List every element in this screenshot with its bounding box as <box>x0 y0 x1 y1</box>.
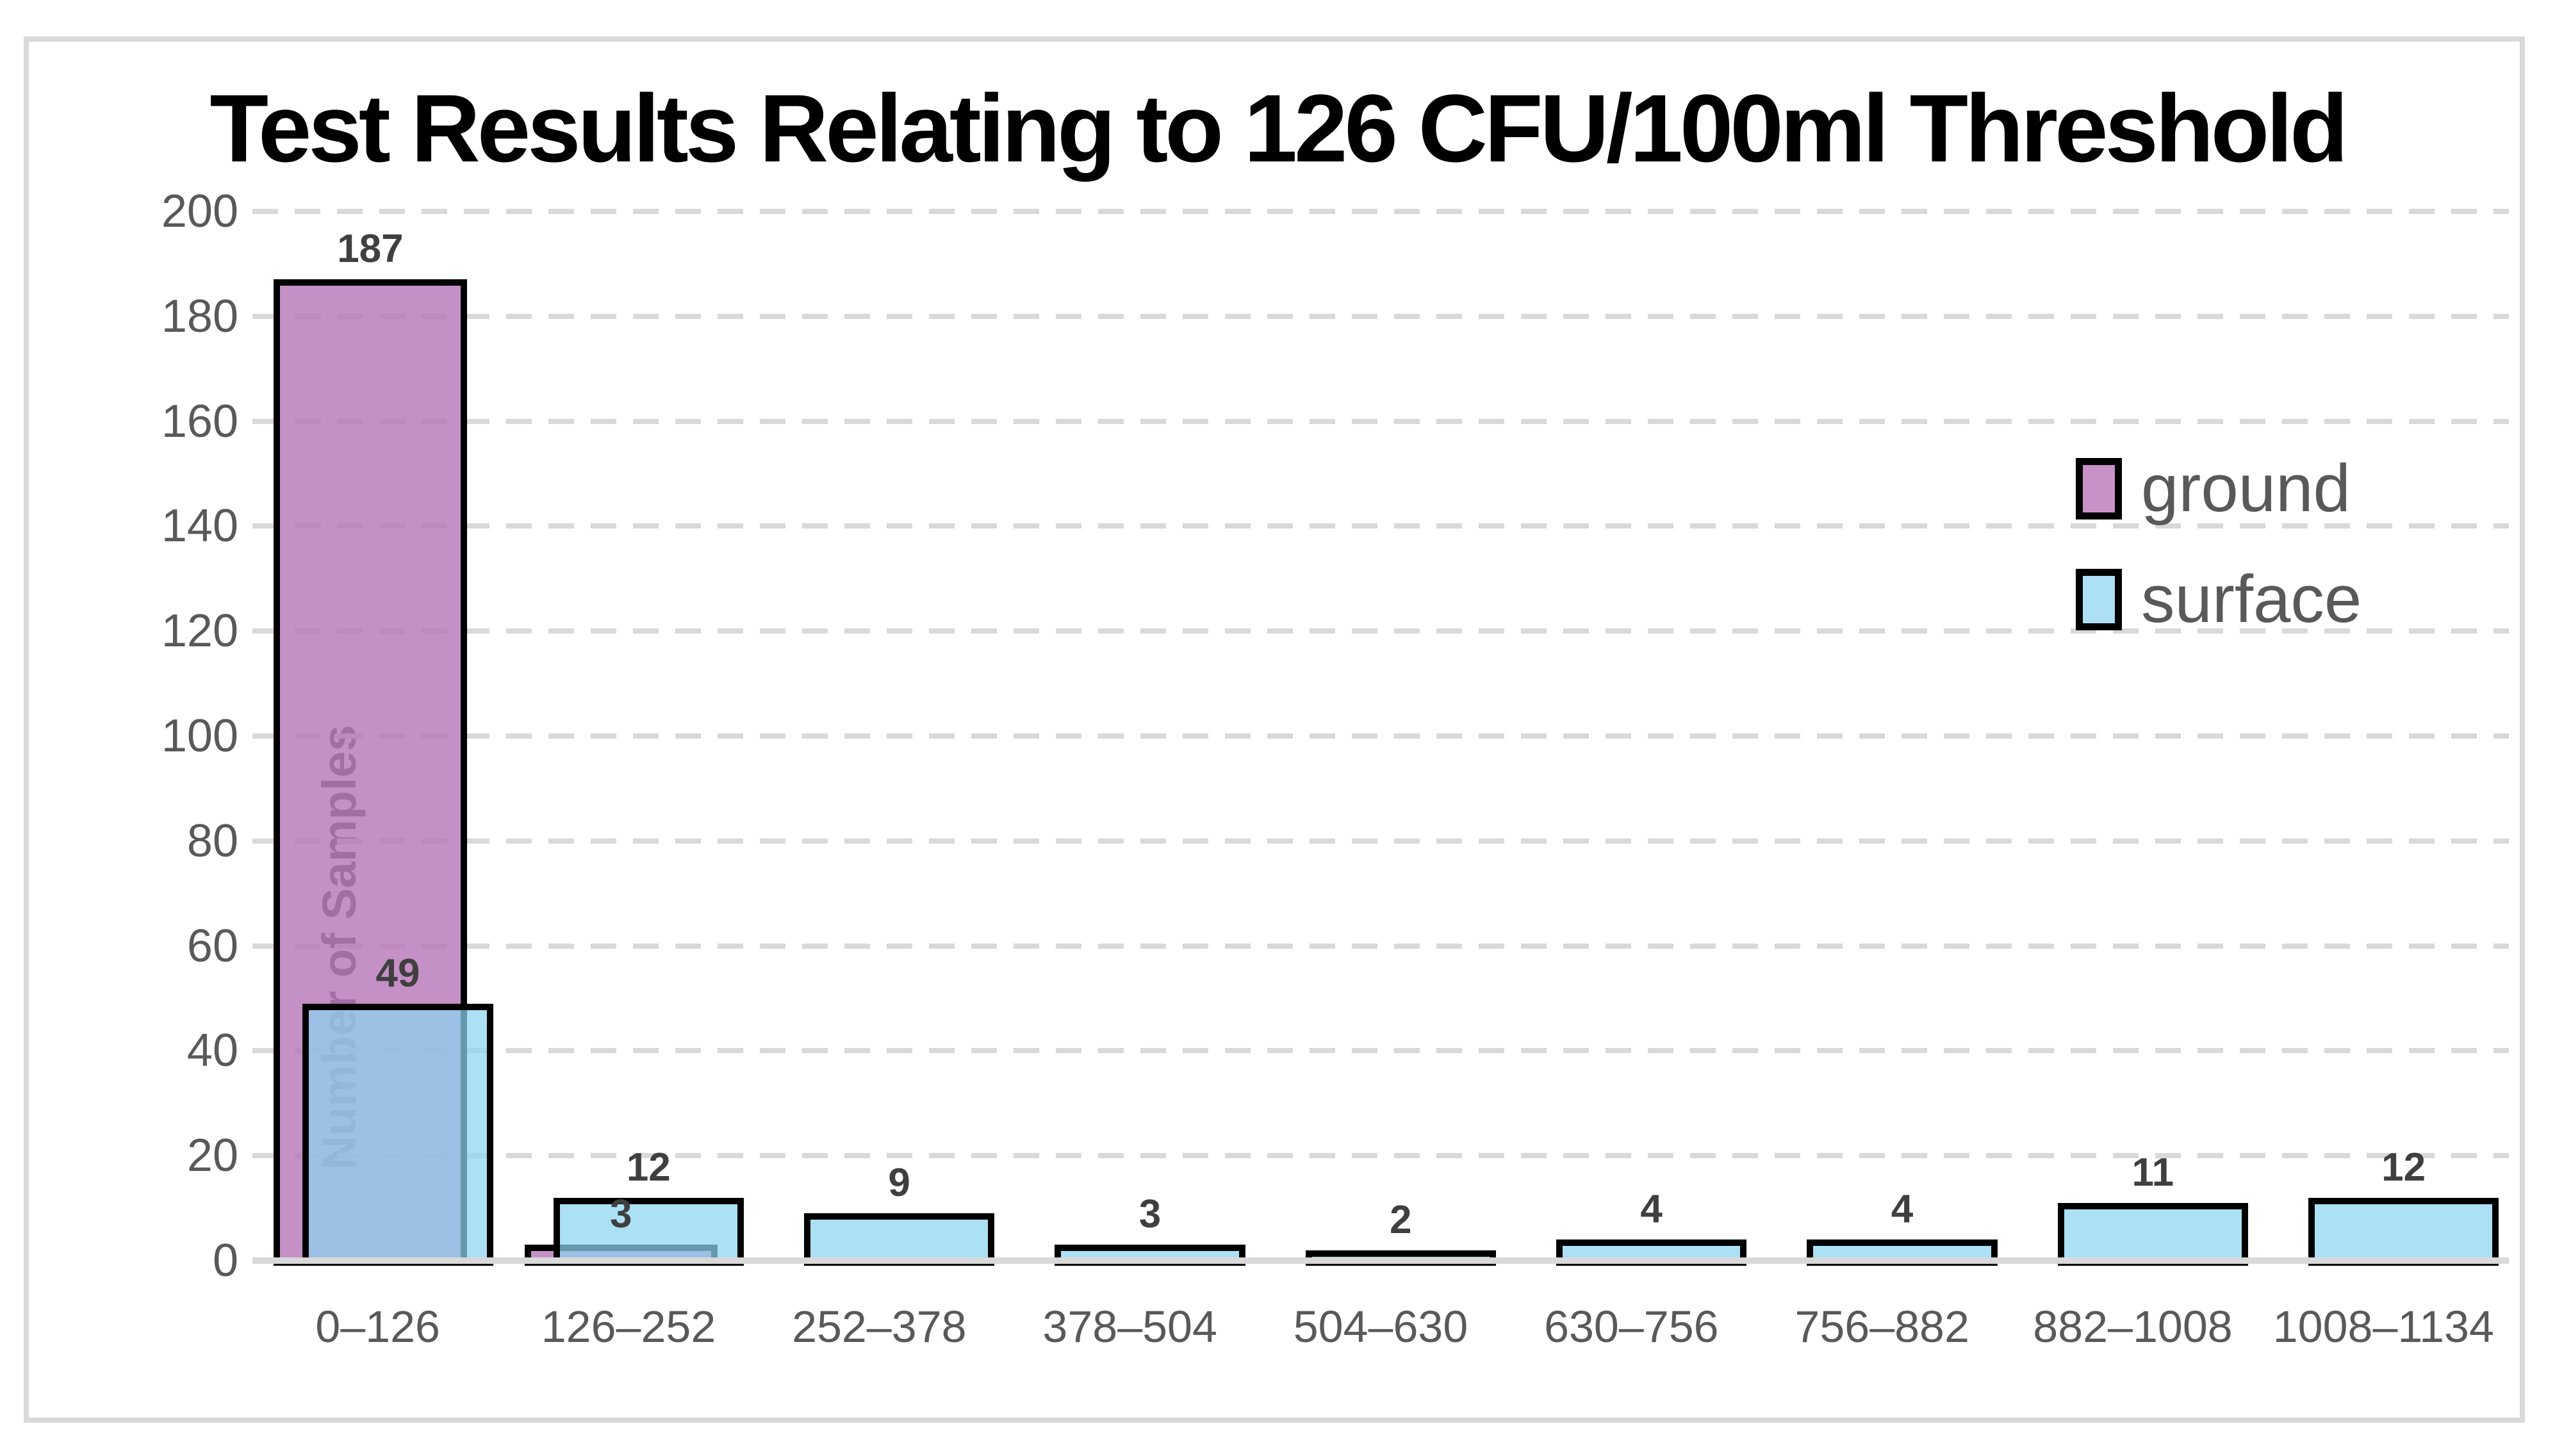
y-tick-label: 140 <box>161 500 238 552</box>
bar-value-label: 9 <box>888 1161 910 1206</box>
gridline <box>252 1048 2509 1054</box>
x-tick-label: 0–126 <box>315 1302 440 1352</box>
x-tick-label: 630–756 <box>1544 1302 1719 1352</box>
x-axis-line <box>252 1257 2509 1264</box>
x-tick-label: 252–378 <box>792 1302 967 1352</box>
x-tick-label: 126–252 <box>541 1302 716 1352</box>
gridline <box>252 418 2509 424</box>
bar-value-label: 2 <box>1390 1197 1412 1242</box>
legend-item-ground: ground <box>2076 454 2351 524</box>
x-tick-label: 378–504 <box>1042 1302 1217 1352</box>
chart-title: Test Results Relating to 126 CFU/100ml T… <box>209 74 2348 182</box>
x-tick-label: 756–882 <box>1795 1302 1969 1352</box>
gridline <box>252 943 2509 949</box>
x-tick-label: 882–1008 <box>2033 1302 2233 1352</box>
gridline <box>252 1153 2509 1159</box>
bar-value-label: 49 <box>375 951 420 995</box>
legend-swatch-ground <box>2076 458 2122 519</box>
y-tick-label: 80 <box>186 815 238 867</box>
x-tick-label: 1008–1134 <box>2272 1302 2494 1352</box>
bar-value-label: 3 <box>610 1192 632 1237</box>
bar-surface <box>302 1003 493 1266</box>
legend-swatch-surface <box>2076 569 2122 630</box>
bar-value-label: 12 <box>626 1145 671 1190</box>
y-tick-label: 100 <box>161 710 238 762</box>
y-tick-label: 20 <box>186 1130 238 1182</box>
y-tick-label: 120 <box>161 605 238 657</box>
gridline <box>252 313 2509 319</box>
gridline <box>252 838 2509 844</box>
gridline <box>252 209 2509 214</box>
bar-value-label: 12 <box>2381 1145 2426 1190</box>
x-tick-label: 504–630 <box>1293 1302 1468 1352</box>
legend-label-surface: surface <box>2141 562 2362 637</box>
y-tick-label: 160 <box>161 395 238 447</box>
y-tick-label: 60 <box>186 920 238 972</box>
bar-value-label: 4 <box>1640 1187 1663 1232</box>
bar-value-label: 3 <box>1138 1192 1162 1237</box>
bar-value-label: 187 <box>337 227 404 272</box>
gridline <box>252 733 2509 739</box>
legend-item-surface: surface <box>2076 564 2362 635</box>
gridline <box>252 628 2509 634</box>
y-tick-label: 0 <box>212 1235 238 1286</box>
bar-value-label: 4 <box>1891 1187 1914 1232</box>
y-tick-label: 40 <box>186 1025 238 1077</box>
bar-surface <box>2308 1197 2499 1266</box>
gridline <box>252 523 2509 529</box>
y-tick-label: 200 <box>161 186 238 237</box>
legend-label-ground: ground <box>2141 451 2351 526</box>
bar-value-label: 11 <box>2132 1150 2174 1195</box>
y-tick-label: 180 <box>161 290 238 342</box>
bar-surface <box>2057 1202 2248 1266</box>
